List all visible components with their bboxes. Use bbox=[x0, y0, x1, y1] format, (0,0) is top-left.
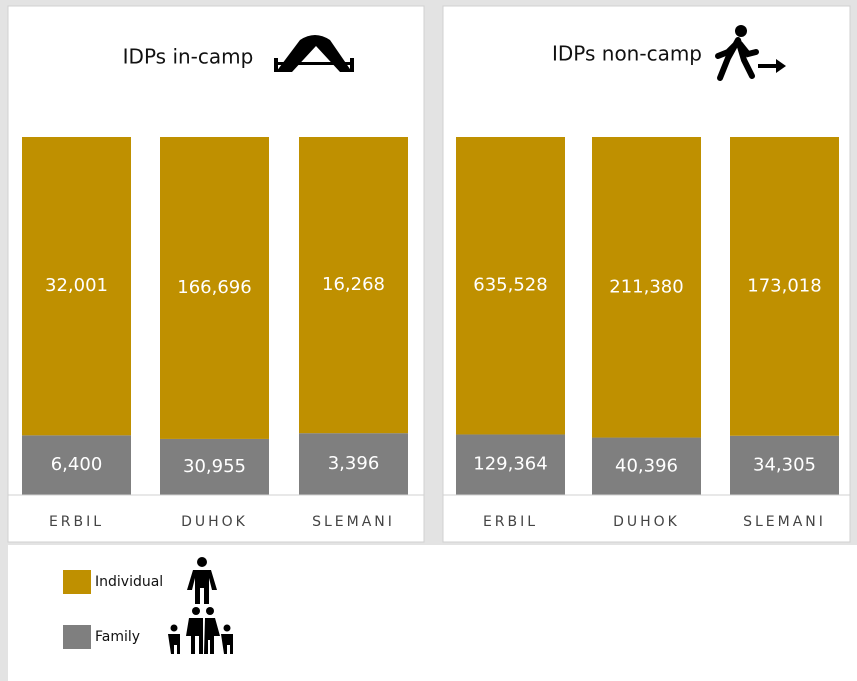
bar-segment bbox=[456, 434, 565, 495]
value-label: 16,268 bbox=[322, 274, 385, 295]
bar-segment bbox=[730, 137, 839, 436]
x-tick-label: DUHOK bbox=[181, 514, 248, 530]
x-tick-label: SLEMANI bbox=[743, 514, 826, 530]
chart-title: IDPs in-camp bbox=[123, 45, 254, 69]
legend-label: Family bbox=[95, 629, 140, 645]
x-tick-label: SLEMANI bbox=[312, 514, 395, 530]
family-icon bbox=[168, 607, 233, 654]
bar-segment bbox=[160, 137, 269, 439]
value-label: 635,528 bbox=[473, 275, 547, 296]
value-label: 40,396 bbox=[615, 455, 678, 476]
bar-segment bbox=[160, 438, 269, 495]
bar-segment bbox=[730, 435, 839, 495]
x-tick-label: ERBIL bbox=[49, 514, 104, 530]
person-icon bbox=[187, 557, 217, 604]
value-label: 6,400 bbox=[51, 454, 103, 475]
value-label: 166,696 bbox=[177, 277, 251, 298]
value-label: 173,018 bbox=[747, 275, 821, 296]
value-label: 3,396 bbox=[328, 453, 380, 474]
value-label: 129,364 bbox=[473, 454, 547, 475]
legend-label: Individual bbox=[95, 574, 163, 590]
value-label: 34,305 bbox=[753, 454, 816, 475]
bar-segment bbox=[22, 435, 131, 495]
bar-segment bbox=[299, 433, 408, 495]
tent-icon bbox=[274, 35, 354, 72]
x-tick-label: ERBIL bbox=[483, 514, 538, 530]
bar-segment bbox=[299, 137, 408, 434]
bar-segment bbox=[592, 437, 701, 495]
chart-title: IDPs non-camp bbox=[552, 42, 702, 66]
bar-segment bbox=[22, 137, 131, 436]
bar-segment bbox=[592, 137, 701, 438]
legend-swatch bbox=[63, 625, 91, 649]
value-label: 211,380 bbox=[609, 276, 683, 297]
walker-icon bbox=[715, 25, 786, 81]
legend-area bbox=[8, 545, 857, 681]
legend-swatch bbox=[63, 570, 91, 594]
value-label: 30,955 bbox=[183, 456, 246, 477]
value-label: 32,001 bbox=[45, 275, 108, 296]
x-tick-label: DUHOK bbox=[613, 514, 680, 530]
bar-segment bbox=[456, 137, 565, 435]
